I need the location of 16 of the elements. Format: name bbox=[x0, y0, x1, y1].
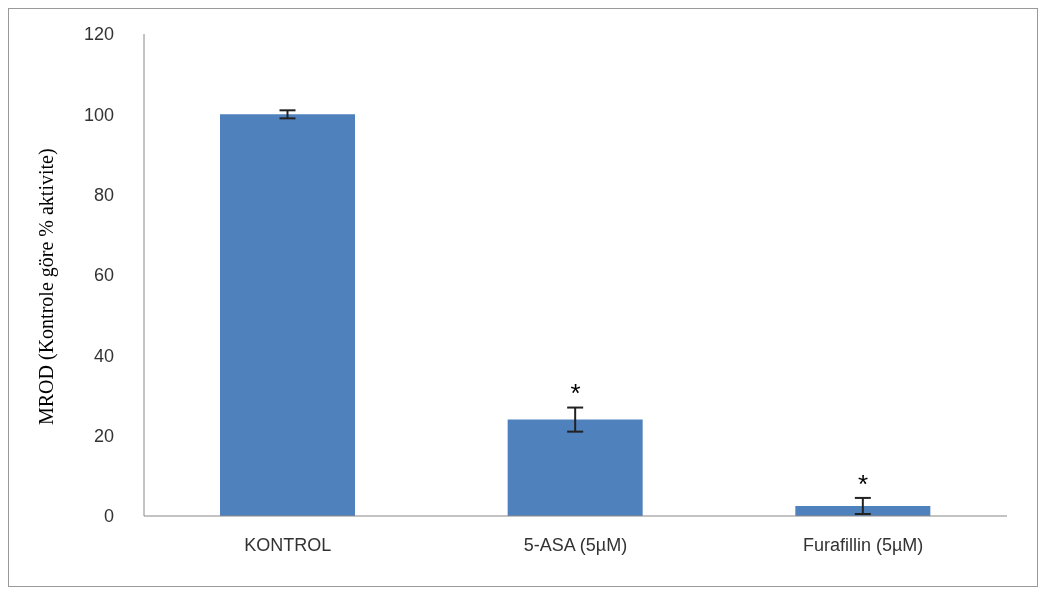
bar bbox=[795, 505, 931, 516]
y-tick-label: 0 bbox=[103, 506, 114, 527]
y-tick-label: 60 bbox=[93, 265, 114, 286]
y-tick-label: 40 bbox=[93, 345, 114, 366]
y-tick-label: 100 bbox=[83, 104, 114, 125]
y-axis-title: MROD (Kontrole göre % aktivite) bbox=[35, 148, 59, 425]
annotation: * bbox=[858, 468, 869, 499]
x-tick-label: Furafillin (5µM) bbox=[802, 534, 924, 555]
y-tick-label: 120 bbox=[83, 24, 114, 45]
x-tick-label: KONTROL bbox=[244, 534, 332, 555]
y-tick-label: 20 bbox=[93, 426, 114, 447]
y-tick-label: 80 bbox=[93, 185, 114, 206]
x-tick-label: 5-ASA (5µM) bbox=[523, 534, 628, 555]
annotation: * bbox=[570, 378, 581, 409]
bar bbox=[507, 419, 643, 516]
bar bbox=[220, 114, 355, 516]
